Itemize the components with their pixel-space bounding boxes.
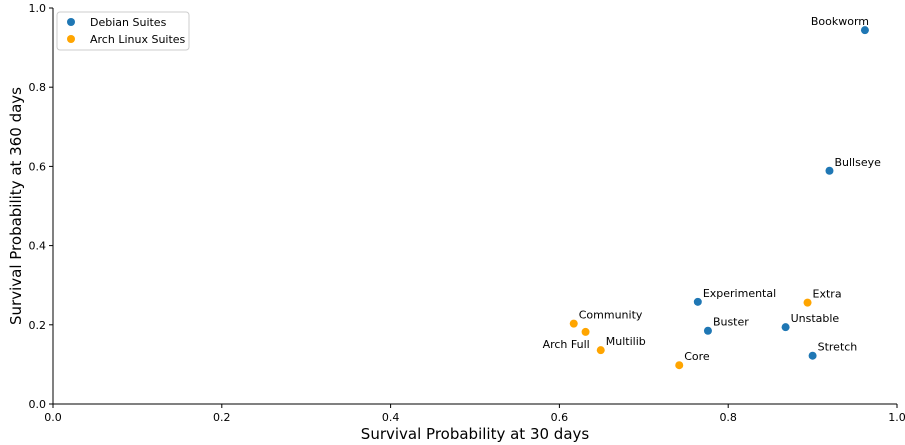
y-tick-label: 1.0: [29, 2, 47, 15]
data-label: Buster: [713, 316, 749, 329]
data-label: Stretch: [818, 341, 858, 354]
data-point: [581, 327, 590, 336]
data-point: [781, 323, 790, 332]
series-1: Community Arch Full Multilib Core Extra: [543, 288, 842, 370]
legend-marker-arch: [67, 35, 75, 43]
chart-marks: Bookworm Bullseye Experimental Buster Unstab…: [543, 15, 881, 370]
x-tick-label: 0.2: [213, 411, 231, 424]
x-tick-label: 1.0: [888, 411, 905, 424]
data-point: [803, 298, 812, 307]
data-label: Unstable: [791, 312, 840, 325]
x-tick-label: 0.8: [719, 411, 737, 424]
y-axis-title: Survival Probability at 360 days: [7, 87, 25, 325]
data-point: [825, 166, 834, 175]
data-label: Community: [579, 309, 643, 322]
data-label: Bullseye: [834, 156, 881, 169]
legend-marker-debian: [67, 18, 75, 26]
data-point: [569, 319, 578, 328]
y-tick-label: 0.6: [29, 160, 47, 173]
data-label: Bookworm: [811, 15, 869, 28]
x-tick-label: 0.6: [551, 411, 569, 424]
x-tick-label: 0.0: [44, 411, 62, 424]
data-label: Extra: [813, 288, 842, 301]
data-label: Multilib: [606, 335, 646, 348]
legend-frame: [56, 11, 190, 51]
data-label: Arch Full: [543, 338, 590, 351]
data-label: Core: [684, 350, 710, 363]
data-point: [596, 346, 605, 355]
legend-label-debian: Debian Suites: [90, 16, 167, 29]
x-axis-title: Survival Probability at 30 days: [361, 425, 590, 443]
data-point: [693, 297, 702, 306]
data-label: Experimental: [703, 287, 776, 300]
data-point: [860, 26, 869, 35]
data-point: [675, 361, 684, 370]
x-tick-label: 0.4: [382, 411, 400, 424]
legend-label-arch: Arch Linux Suites: [90, 33, 186, 46]
y-tick-label: 0.4: [29, 240, 47, 253]
data-point: [703, 326, 712, 335]
axes: 0.0 0.2 0.4 0.6 0.8 1.0 0.0 0.2 0.4 0.6 0.8 1.0: [29, 2, 905, 424]
series-0: Bookworm Bullseye Experimental Buster Unstab…: [693, 15, 881, 360]
y-tick-label: 0.2: [29, 319, 47, 332]
data-point: [808, 351, 817, 360]
y-tick-label: 0.8: [29, 81, 47, 94]
legend: Debian Suites Arch Linux Suites: [56, 11, 190, 51]
y-tick-label: 0.0: [29, 398, 47, 411]
